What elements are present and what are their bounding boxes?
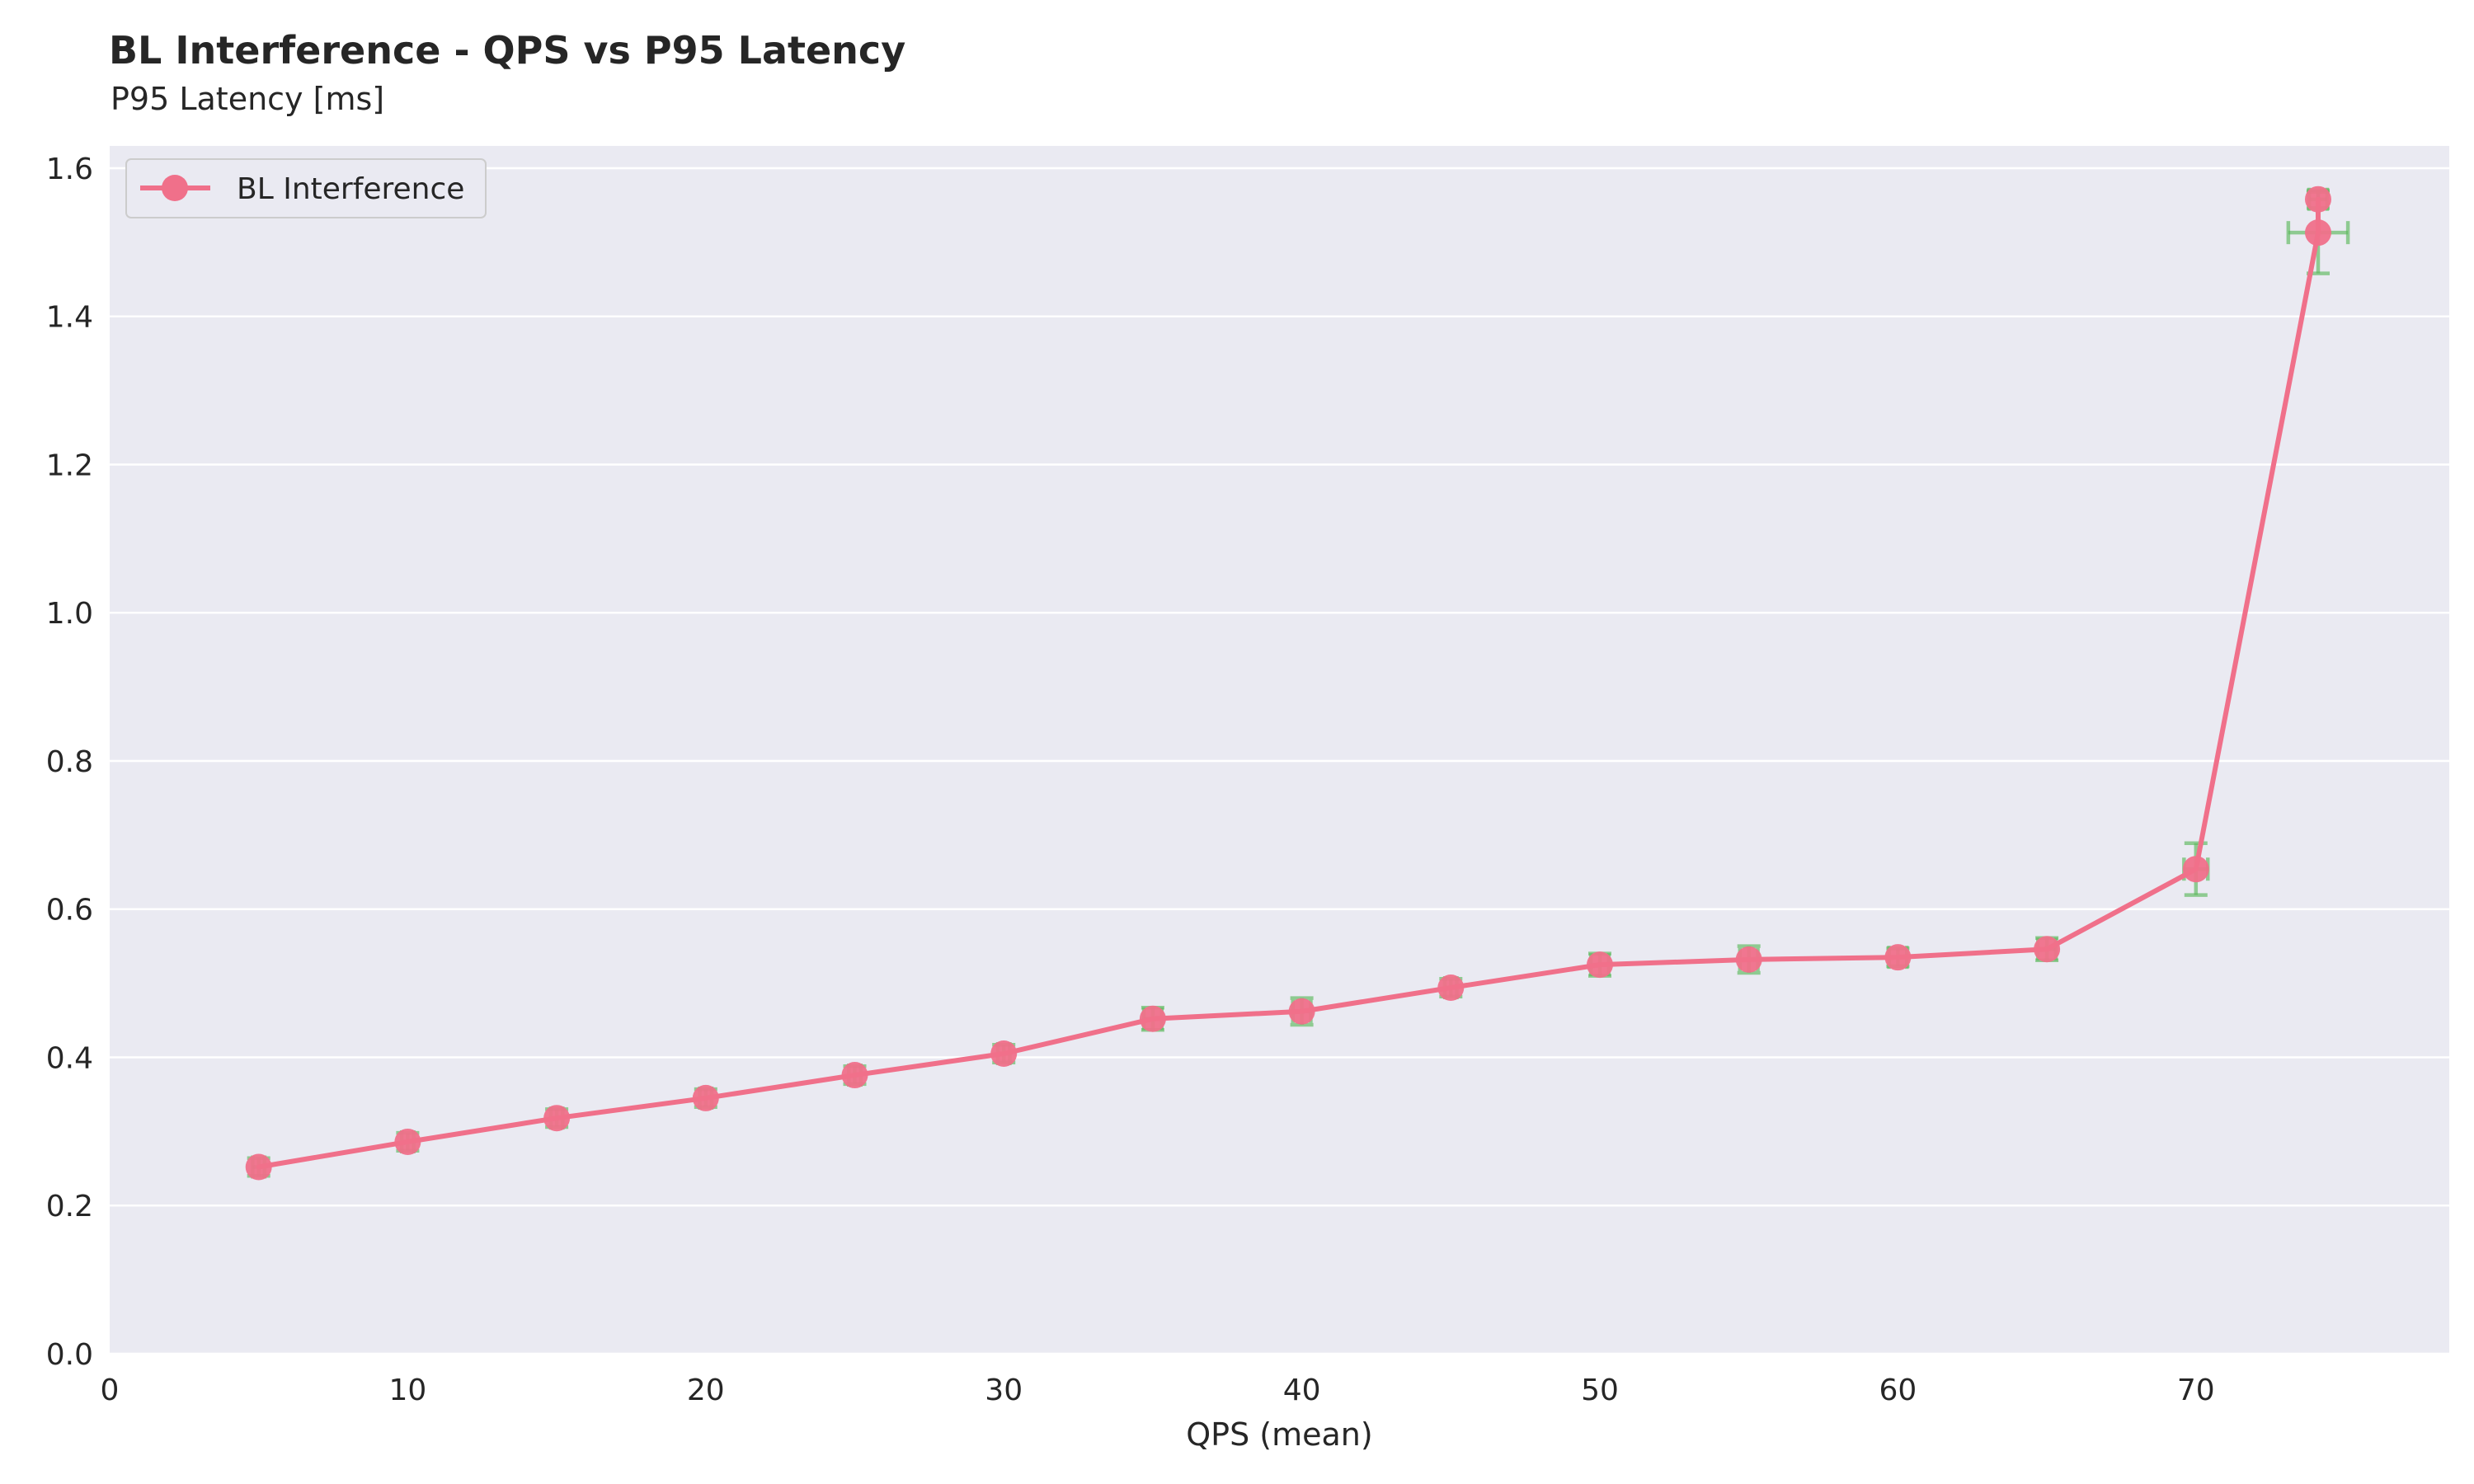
- data-point: [1884, 944, 1912, 971]
- y-tick-label: 0.6: [46, 894, 93, 928]
- series-line: [256, 196, 2321, 1170]
- x-axis-label: QPS (mean): [1186, 1416, 1373, 1453]
- data-point: [841, 1062, 868, 1089]
- data-point: [1587, 951, 1614, 979]
- x-tick-label: 50: [1581, 1374, 1619, 1407]
- data-point: [2304, 219, 2331, 247]
- data-point: [1437, 974, 1465, 1002]
- tick-labels: 0.0 0.2 0.4 0.6 0.8 1.0 1.2 1.4 1.6 0 10 20 30 40 50 60…: [46, 153, 2215, 1407]
- data-point: [2182, 856, 2209, 883]
- x-tick-label: 10: [388, 1374, 426, 1407]
- y-tick-label: 1.4: [46, 301, 93, 335]
- data-point: [1139, 1005, 1166, 1032]
- series-polyline: [256, 196, 2321, 1170]
- y-tick-label: 1.6: [46, 153, 93, 186]
- grid-lines: [110, 167, 2449, 1355]
- chart-subtitle: P95 Latency [ms]: [111, 81, 385, 117]
- data-point: [543, 1105, 571, 1132]
- data-point: [692, 1084, 719, 1111]
- y-tick-label: 0.8: [46, 745, 93, 779]
- chart-title: BL Interference - QPS vs P95 Latency: [109, 28, 906, 73]
- data-point: [2034, 936, 2061, 963]
- x-tick-label: 0: [101, 1374, 120, 1407]
- y-tick-label: 0.4: [46, 1041, 93, 1075]
- x-tick-label: 20: [687, 1374, 725, 1407]
- data-markers: [245, 186, 2331, 1181]
- x-tick-label: 30: [985, 1374, 1023, 1407]
- x-tick-label: 60: [1879, 1374, 1917, 1407]
- y-tick-label: 0.2: [46, 1190, 93, 1223]
- legend-marker-sample: [162, 175, 188, 201]
- plot-background: [110, 146, 2449, 1354]
- data-point: [394, 1128, 421, 1155]
- data-point: [1288, 998, 1315, 1025]
- x-tick-label: 70: [2177, 1374, 2215, 1407]
- x-tick-label: 40: [1283, 1374, 1321, 1407]
- y-tick-label: 1.0: [46, 597, 93, 631]
- data-point: [1735, 946, 1762, 973]
- data-point: [990, 1040, 1018, 1067]
- legend-box: [125, 158, 487, 218]
- data-point: [245, 1153, 272, 1181]
- data-point: [2304, 186, 2331, 213]
- legend: BL Interference: [125, 158, 487, 218]
- y-tick-label: 0.0: [46, 1338, 93, 1372]
- legend-label: BL Interference: [237, 172, 464, 206]
- y-tick-label: 1.2: [46, 448, 93, 482]
